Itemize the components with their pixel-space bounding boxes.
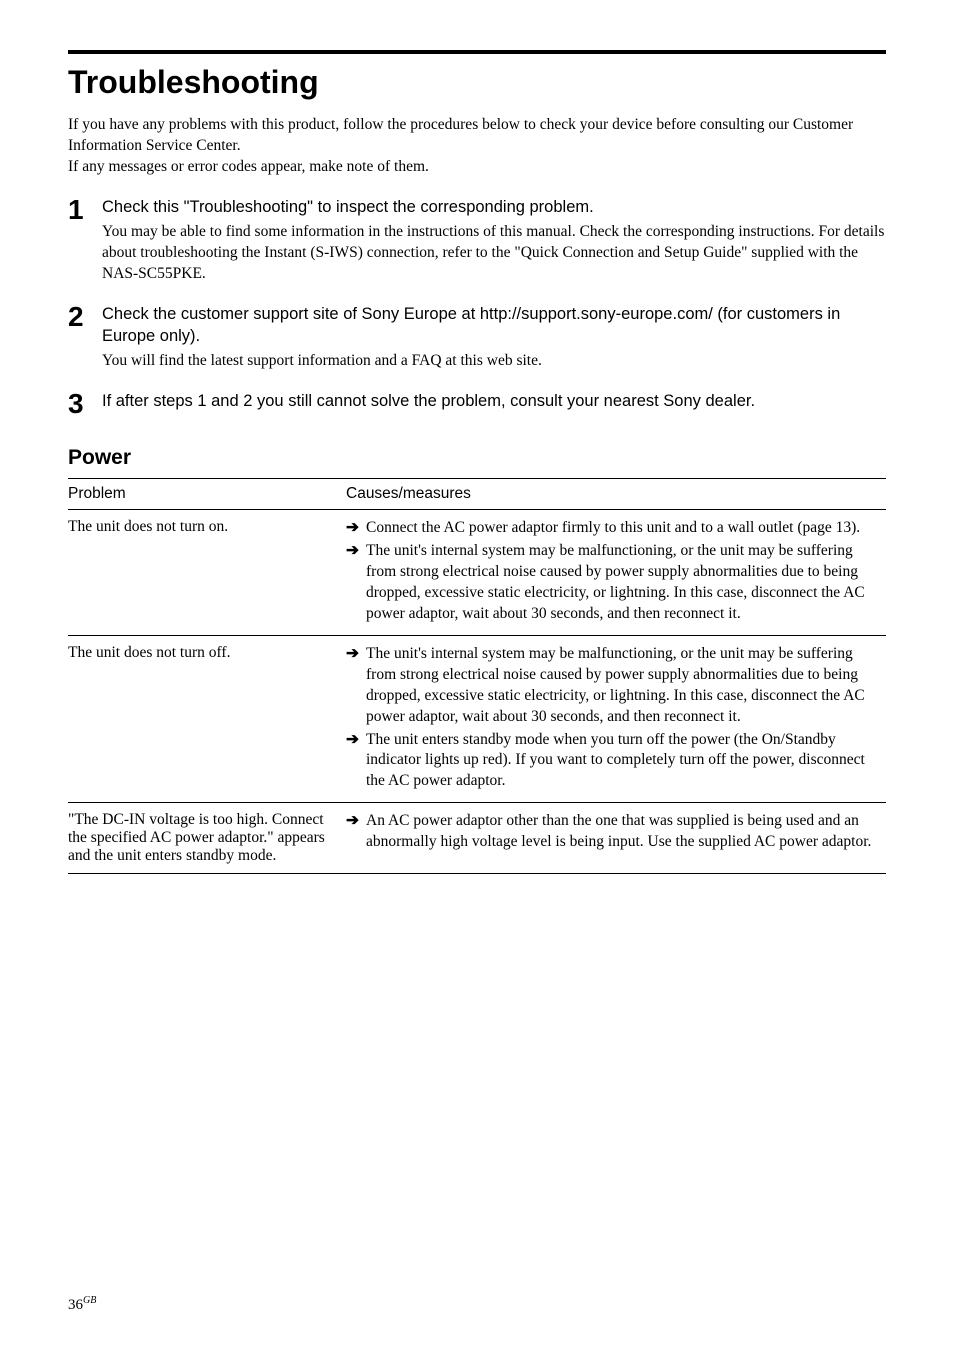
measure-text: An AC power adaptor other than the one t… bbox=[366, 811, 886, 853]
measure-text: Connect the AC power adaptor firmly to t… bbox=[366, 518, 886, 539]
measures-cell: ➔ An AC power adaptor other than the one… bbox=[346, 803, 886, 874]
step-heading: Check the customer support site of Sony … bbox=[102, 303, 886, 348]
step-body: Check this "Troubleshooting" to inspect … bbox=[102, 196, 886, 285]
step-heading: If after steps 1 and 2 you still cannot … bbox=[102, 390, 886, 412]
page-container: Troubleshooting If you have any problems… bbox=[0, 0, 954, 1354]
arrow-icon: ➔ bbox=[346, 811, 366, 853]
measure-item: ➔ The unit's internal system may be malf… bbox=[346, 644, 886, 728]
arrow-icon: ➔ bbox=[346, 541, 366, 625]
problem-cell: The unit does not turn on. bbox=[68, 510, 346, 636]
problem-cell: The unit does not turn off. bbox=[68, 635, 346, 802]
col-header-problem: Problem bbox=[68, 479, 346, 510]
page-footer: 36GB bbox=[68, 1295, 96, 1314]
table-row: The unit does not turn on. ➔ Connect the… bbox=[68, 510, 886, 636]
step-number: 1 bbox=[68, 196, 102, 285]
measure-item: ➔ The unit enters standby mode when you … bbox=[346, 730, 886, 793]
page-title: Troubleshooting bbox=[68, 64, 886, 101]
table-row: "The DC-IN voltage is too high. Connect … bbox=[68, 803, 886, 874]
step-body: If after steps 1 and 2 you still cannot … bbox=[102, 390, 886, 418]
arrow-icon: ➔ bbox=[346, 518, 366, 539]
top-rule bbox=[68, 50, 886, 54]
measure-item: ➔ The unit's internal system may be malf… bbox=[346, 541, 886, 625]
table-row: The unit does not turn off. ➔ The unit's… bbox=[68, 635, 886, 802]
step-body: Check the customer support site of Sony … bbox=[102, 303, 886, 372]
troubleshooting-table: Problem Causes/measures The unit does no… bbox=[68, 478, 886, 874]
arrow-icon: ➔ bbox=[346, 644, 366, 728]
step-description: You may be able to find some information… bbox=[102, 222, 886, 285]
table-header-row: Problem Causes/measures bbox=[68, 479, 886, 510]
step-description: You will find the latest support informa… bbox=[102, 351, 886, 372]
arrow-icon: ➔ bbox=[346, 730, 366, 793]
step-number: 3 bbox=[68, 390, 102, 418]
measure-text: The unit's internal system may be malfun… bbox=[366, 644, 886, 728]
measures-cell: ➔ Connect the AC power adaptor firmly to… bbox=[346, 510, 886, 636]
intro-line: If you have any problems with this produ… bbox=[68, 116, 853, 154]
step-item: 1 Check this "Troubleshooting" to inspec… bbox=[68, 196, 886, 285]
section-heading: Power bbox=[68, 446, 886, 470]
step-item: 3 If after steps 1 and 2 you still canno… bbox=[68, 390, 886, 418]
page-number: 36 bbox=[68, 1297, 83, 1313]
step-number: 2 bbox=[68, 303, 102, 372]
measure-item: ➔ Connect the AC power adaptor firmly to… bbox=[346, 518, 886, 539]
measures-cell: ➔ The unit's internal system may be malf… bbox=[346, 635, 886, 802]
problem-cell: "The DC-IN voltage is too high. Connect … bbox=[68, 803, 346, 874]
intro-line: If any messages or error codes appear, m… bbox=[68, 158, 429, 175]
intro-block: If you have any problems with this produ… bbox=[68, 115, 886, 178]
page-suffix: GB bbox=[83, 1295, 96, 1306]
measure-text: The unit's internal system may be malfun… bbox=[366, 541, 886, 625]
col-header-causes: Causes/measures bbox=[346, 479, 886, 510]
step-heading: Check this "Troubleshooting" to inspect … bbox=[102, 196, 886, 218]
measure-item: ➔ An AC power adaptor other than the one… bbox=[346, 811, 886, 853]
measure-text: The unit enters standby mode when you tu… bbox=[366, 730, 886, 793]
step-item: 2 Check the customer support site of Son… bbox=[68, 303, 886, 372]
